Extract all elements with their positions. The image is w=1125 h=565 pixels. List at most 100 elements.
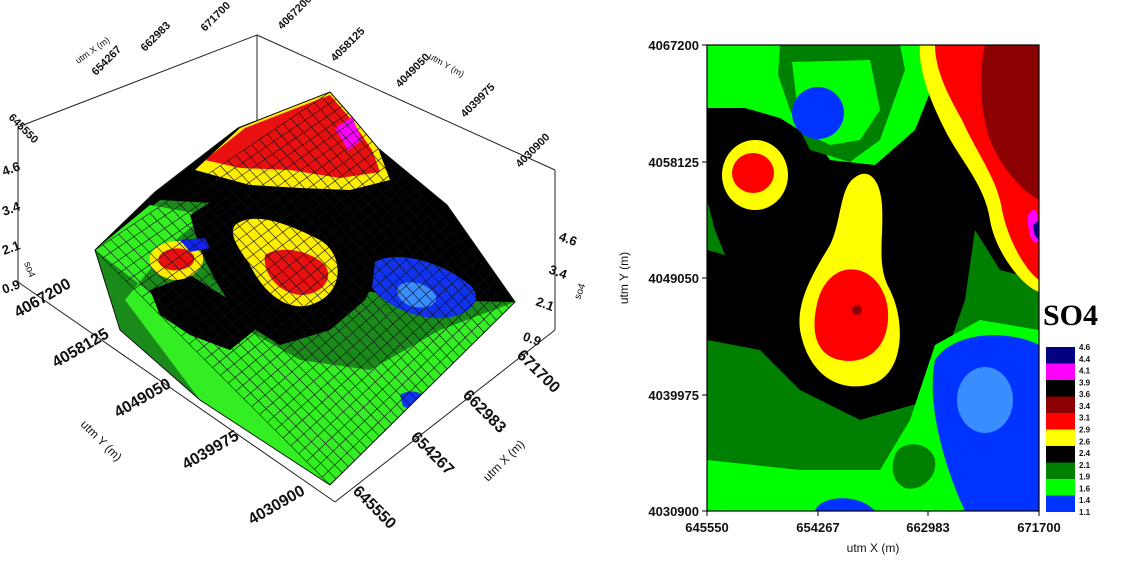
z-axis-label-right: so4 — [572, 282, 588, 301]
y-axis-label-top: utm Y (m) — [427, 51, 466, 79]
legend-labels: 4.6 4.4 4.1 3.9 3.6 3.4 3.1 2.9 2.6 2.4 2.1 1.9 1.6 1… — [1079, 343, 1091, 517]
contour-y-tick-4067200: 4067200 — [648, 38, 699, 53]
legend-swatch — [1046, 413, 1075, 430]
contour-x-tick-645550: 645550 — [685, 520, 728, 535]
contour-y-tick-4030900: 4030900 — [648, 504, 699, 519]
surface-black-left — [150, 275, 255, 350]
legend-swatch — [1046, 479, 1075, 496]
surface-plot-3d: 4.6 3.4 2.1 0.9 so4 4.6 3.4 2.1 0.9 so4 … — [0, 0, 588, 533]
z-axis-right: 4.6 3.4 2.1 0.9 so4 — [521, 229, 589, 349]
legend-swatch — [1046, 347, 1075, 364]
contour-y-tick-4039975: 4039975 — [648, 388, 699, 403]
surface-blue-dip-left — [180, 238, 210, 252]
legend-level-label: 3.4 — [1079, 402, 1091, 411]
surface-red-center — [264, 249, 329, 295]
z-tick-right-3.4: 3.4 — [547, 262, 570, 283]
legend-level-label: 1.6 — [1079, 484, 1091, 493]
legend-level-label: 2.9 — [1079, 426, 1091, 435]
y-tick-front-4058125: 4058125 — [50, 326, 113, 372]
x-axis-label-front: utm X (m) — [480, 437, 527, 484]
x-tick-top-662983: 662983 — [139, 20, 173, 54]
contour-blue-top — [792, 87, 844, 139]
legend-swatch — [1046, 380, 1075, 397]
contour-x-axis-label: utm X (m) — [847, 541, 900, 555]
mesh-line — [314, 287, 503, 470]
mesh-line — [298, 273, 491, 454]
legend-swatch — [1046, 396, 1075, 413]
surface-red-left — [158, 248, 195, 271]
legend-level-label: 2.1 — [1079, 461, 1091, 470]
surface — [95, 92, 515, 485]
y-tick-top-4058125: 4058125 — [329, 25, 368, 64]
contour-y-axis: 4067200 4058125 4049050 4039975 4030900 … — [617, 38, 707, 519]
legend-level-label: 1.4 — [1079, 496, 1091, 505]
contour-plot-2d: 4067200 4058125 4049050 4039975 4030900 … — [617, 38, 1098, 555]
x-tick-front-662983: 662983 — [459, 387, 509, 437]
z-axis-label-left: so4 — [21, 260, 37, 279]
box-frame — [17, 34, 556, 503]
surface-band-green-dark — [95, 200, 515, 485]
legend-swatch — [1046, 446, 1075, 463]
legend-level-label: 1.9 — [1079, 473, 1091, 482]
contour-y-tick-4049050: 4049050 — [648, 271, 699, 286]
mesh-line — [290, 266, 485, 447]
contour-y-tick-4058125: 4058125 — [648, 155, 699, 170]
z-tick-left-2.1: 2.1 — [0, 238, 22, 258]
contour-green-left — [707, 200, 725, 255]
y-tick-top-4039975: 4039975 — [459, 81, 498, 120]
legend-level-label: 4.6 — [1079, 343, 1091, 352]
surface-outline — [94, 91, 516, 486]
y-tick-front-4039975: 4039975 — [180, 428, 243, 474]
contour-green-dark-mid — [892, 444, 936, 489]
z-tick-right-2.1: 2.1 — [534, 294, 556, 314]
contour-darkred-right — [980, 45, 1039, 200]
x-axis-top: 645550 654267 662983 671700 utm X (m) — [6, 0, 233, 146]
contour-x-axis: 645550 654267 662983 671700 utm X (m) — [685, 511, 1061, 555]
contour-red-left-core — [732, 153, 774, 193]
contour-legend: SO4 4.6 4.4 4.1 3.9 3.6 3.4 3.1 2.9 2.6 2.4 2.1 1.9… — [1043, 299, 1098, 517]
legend-level-label: 4.1 — [1079, 367, 1091, 376]
z-tick-left-4.6: 4.6 — [0, 159, 22, 179]
contour-lightblue-core — [957, 367, 1013, 433]
legend-level-label: 3.9 — [1079, 378, 1091, 387]
legend-swatch — [1046, 495, 1075, 512]
y-tick-front-4049050: 4049050 — [112, 376, 175, 422]
x-tick-top-671700: 671700 — [199, 0, 233, 34]
contour-blue-bottom-center — [815, 498, 875, 511]
contour-navy-right — [1033, 220, 1039, 240]
contour-x-tick-654267: 654267 — [796, 520, 839, 535]
contour-y-axis-label: utm Y (m) — [617, 252, 631, 304]
contour-darkred-center — [852, 305, 862, 315]
surface-red-ridge — [205, 95, 380, 178]
x-tick-front-671700: 671700 — [513, 347, 563, 397]
surface-band-green-light — [95, 205, 515, 485]
legend-level-label: 4.4 — [1079, 355, 1091, 364]
contour-x-tick-662983: 662983 — [906, 520, 949, 535]
mesh-line — [298, 112, 491, 327]
mesh-line — [306, 107, 497, 321]
y-axis-label-front: utm Y (m) — [78, 417, 125, 464]
x-tick-front-654267: 654267 — [407, 429, 457, 479]
legend-title: SO4 — [1043, 299, 1098, 332]
mesh-line — [306, 280, 497, 462]
legend-level-label: 3.1 — [1079, 414, 1091, 423]
legend-level-label: 3.6 — [1079, 390, 1091, 399]
contour-fills — [707, 45, 1039, 511]
legend-level-label: 2.6 — [1079, 437, 1091, 446]
legend-level-label: 2.4 — [1079, 449, 1091, 458]
contour-red-center — [814, 269, 889, 361]
legend-swatches — [1046, 347, 1075, 512]
legend-swatch — [1046, 429, 1075, 446]
legend-level-label: 1.1 — [1079, 508, 1091, 517]
z-tick-right-0.9: 0.9 — [521, 329, 543, 349]
z-tick-right-4.6: 4.6 — [557, 229, 579, 249]
legend-swatch — [1046, 462, 1075, 479]
z-tick-left-3.4: 3.4 — [0, 198, 23, 219]
x-tick-front-645550: 645550 — [349, 483, 399, 533]
y-tick-front-4030900: 4030900 — [246, 483, 309, 529]
surface-red-peak-spike — [335, 117, 362, 150]
mesh-line — [321, 97, 510, 309]
surface-lightblue-core — [397, 282, 437, 308]
legend-swatch — [1046, 363, 1075, 380]
